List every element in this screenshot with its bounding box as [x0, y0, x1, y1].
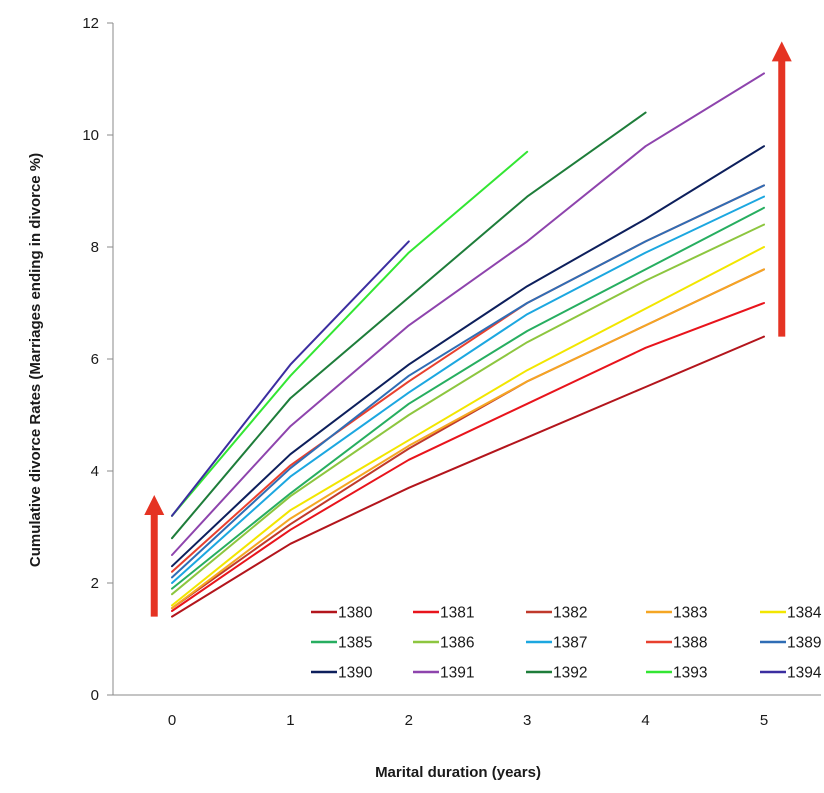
legend-item-1382: 1382 [526, 605, 587, 622]
series-line-1383 [171, 268, 765, 610]
series-line-1382 [171, 268, 765, 610]
y-axis-title: Cumulative divorce Rates (Marriages endi… [27, 153, 44, 567]
y-tick-label: 8 [91, 239, 99, 256]
series-line-1394 [171, 240, 410, 517]
legend-label: 1391 [440, 665, 474, 682]
legend-item-1392: 1392 [526, 665, 587, 682]
legend-label: 1384 [787, 605, 822, 622]
arrow-head [771, 41, 792, 62]
legend-label: 1394 [787, 665, 822, 682]
legend-item-1385: 1385 [311, 635, 372, 652]
x-tick-label: 3 [523, 712, 531, 729]
legend-label: 1389 [787, 635, 821, 652]
legend-item-1388: 1388 [646, 635, 707, 652]
x-axis-title: Marital duration (years) [375, 764, 541, 781]
legend-item-1383: 1383 [646, 605, 707, 622]
legend-item-1393: 1393 [646, 665, 707, 682]
legend-label: 1382 [553, 605, 587, 622]
legend-item-1391: 1391 [413, 665, 474, 682]
legend-label: 1390 [338, 665, 373, 682]
y-tick-label: 12 [82, 15, 99, 32]
legend: 1380 1381 1382 1383 1384 1385 1386 1387 1388 1389… [311, 605, 822, 682]
series-line-1392 [171, 111, 647, 540]
x-tick-label: 1 [286, 712, 294, 729]
legend-item-1387: 1387 [526, 635, 587, 652]
x-tick-label: 2 [405, 712, 413, 729]
y-tick-label: 6 [91, 351, 99, 368]
legend-item-1381: 1381 [413, 605, 474, 622]
legend-label: 1386 [440, 635, 474, 652]
legend-item-1386: 1386 [413, 635, 474, 652]
series-lines [171, 72, 765, 618]
series-line-1391 [171, 72, 765, 556]
legend-item-1389: 1389 [760, 635, 821, 652]
red-arrow-annotation [771, 41, 792, 337]
legend-label: 1380 [338, 605, 373, 622]
y-tick-label: 10 [82, 127, 99, 144]
legend-item-1380: 1380 [311, 605, 373, 622]
x-tick-label: 0 [168, 712, 176, 729]
legend-label: 1388 [673, 635, 707, 652]
legend-label: 1387 [553, 635, 587, 652]
legend-item-1384: 1384 [760, 605, 822, 622]
legend-label: 1392 [553, 665, 587, 682]
y-tick-label: 4 [91, 463, 99, 480]
series-line-1387 [171, 195, 765, 584]
legend-label: 1383 [673, 605, 707, 622]
series-line-1386 [171, 223, 765, 596]
series-line-1384 [171, 246, 765, 607]
legend-item-1390: 1390 [311, 665, 373, 682]
legend-label: 1385 [338, 635, 372, 652]
series-line-1393 [171, 150, 529, 517]
legend-label: 1381 [440, 605, 474, 622]
legend-item-1394: 1394 [760, 665, 822, 682]
y-tick-label: 0 [91, 687, 99, 704]
series-line-1380 [171, 335, 765, 618]
annotations [144, 41, 792, 617]
legend-label: 1393 [673, 665, 707, 682]
arrow-head [144, 495, 165, 515]
red-arrow-annotation [144, 495, 165, 617]
series-line-1385 [171, 206, 765, 590]
series-line-1381 [171, 302, 765, 612]
x-tick-label: 4 [641, 712, 649, 729]
series-line-1390 [171, 145, 765, 568]
x-tick-label: 5 [760, 712, 768, 729]
y-tick-label: 2 [91, 575, 99, 592]
series-line-1389 [171, 184, 765, 579]
